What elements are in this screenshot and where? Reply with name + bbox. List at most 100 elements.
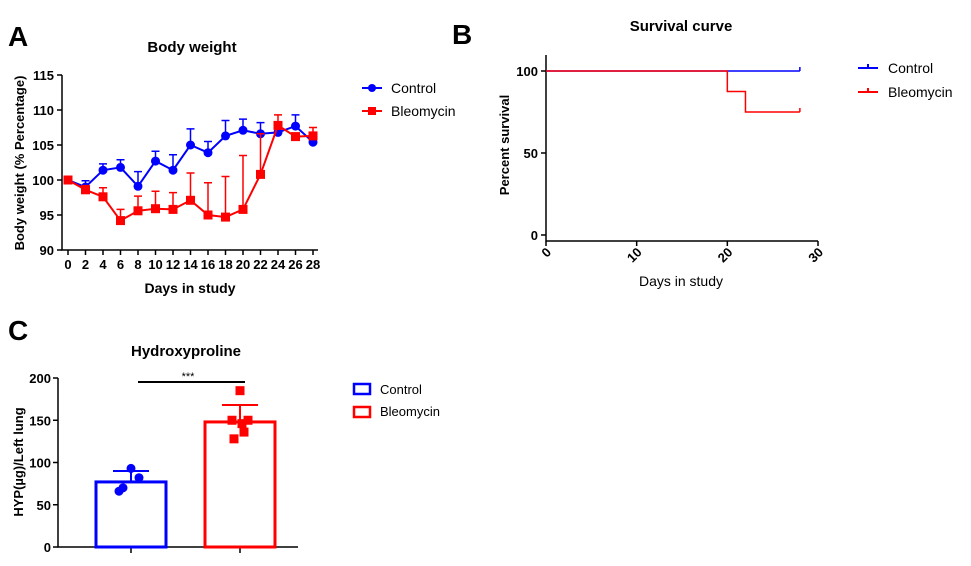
y-tick-label: 100 bbox=[29, 456, 51, 471]
x-tick-label: 2 bbox=[82, 257, 89, 272]
y-tick-label: 105 bbox=[32, 138, 54, 153]
y-tick-label: 90 bbox=[40, 243, 54, 258]
bleomycin-point bbox=[243, 415, 253, 425]
bleomycin-point bbox=[273, 120, 283, 130]
control-point bbox=[98, 165, 108, 175]
legend-c-control-swatch bbox=[352, 382, 372, 396]
legend-a-bleomycin-marker bbox=[368, 107, 376, 115]
panel-letter-c: C bbox=[8, 315, 28, 346]
control-point bbox=[238, 125, 248, 135]
bleomycin-point bbox=[98, 192, 108, 202]
legend-c-bleomycin-swatch bbox=[352, 405, 372, 419]
chart-c-axes bbox=[57, 378, 298, 548]
bleomycin-bar bbox=[203, 420, 277, 549]
control-point bbox=[291, 121, 300, 131]
x-tick-label: 0 bbox=[64, 257, 71, 272]
x-tick-label: 28 bbox=[306, 257, 320, 272]
bleomycin-error-bar bbox=[239, 154, 247, 210]
x-tick-label: 10 bbox=[624, 245, 645, 266]
legend-c-control: Control bbox=[380, 382, 422, 397]
bleomycin-point bbox=[186, 195, 195, 205]
legend-c-bleomycin: Bleomycin bbox=[380, 404, 440, 419]
bleomycin-point bbox=[63, 175, 73, 185]
bleomycin-point bbox=[239, 427, 249, 437]
chart-a-axes bbox=[61, 75, 318, 251]
bleomycin-point bbox=[81, 185, 90, 195]
chart-c-significance: *** bbox=[182, 371, 196, 383]
y-tick-label: 0 bbox=[44, 540, 51, 555]
x-tick-label: 6 bbox=[117, 257, 124, 272]
bleomycin-point bbox=[291, 132, 300, 142]
chart-c: 0 50 100 150 200 bbox=[29, 371, 298, 555]
control-bar bbox=[94, 480, 168, 549]
control-point bbox=[203, 148, 213, 158]
y-tick-label: 110 bbox=[33, 103, 54, 118]
bleomycin-point bbox=[168, 204, 178, 214]
y-tick-label: 115 bbox=[33, 68, 54, 83]
control-point bbox=[151, 156, 160, 166]
bleomycin-point bbox=[238, 204, 248, 214]
bleomycin-error-bar bbox=[256, 133, 265, 175]
y-tick-label: 100 bbox=[516, 64, 538, 79]
control-point bbox=[114, 486, 124, 496]
x-tick-label: 24 bbox=[271, 257, 286, 272]
x-tick-label: 8 bbox=[134, 257, 141, 272]
x-tick-label: 30 bbox=[805, 245, 826, 266]
bleomycin-point bbox=[229, 434, 239, 444]
y-tick-label: 95 bbox=[40, 208, 54, 223]
chart-c-title: Hydroxyproline bbox=[131, 343, 241, 360]
bleomycin-error-bar bbox=[222, 404, 258, 422]
legend-c: Control Bleomycin bbox=[352, 382, 440, 419]
x-tick-label: 10 bbox=[148, 257, 162, 272]
x-tick-label: 14 bbox=[183, 257, 198, 272]
chart-b-title: Survival curve bbox=[630, 18, 733, 35]
legend-b: Control Bleomycin bbox=[858, 60, 953, 100]
legend-a-control: Control bbox=[391, 80, 436, 96]
bleomycin-point bbox=[151, 204, 160, 214]
chart-b-ylabel: Percent survival bbox=[497, 95, 512, 195]
legend-a-control-marker bbox=[368, 84, 376, 92]
bleomycin-point bbox=[235, 386, 245, 396]
y-tick-label: 50 bbox=[524, 146, 538, 161]
bleomycin-error-bar bbox=[204, 182, 212, 215]
x-tick-label: 22 bbox=[253, 257, 267, 272]
bleomycin-error-bar bbox=[221, 175, 230, 218]
legend-a: Control Bleomycin bbox=[362, 80, 456, 119]
x-tick-label: 18 bbox=[218, 257, 232, 272]
control-point bbox=[126, 463, 136, 473]
x-tick-label: 16 bbox=[201, 257, 215, 272]
bleomycin-point bbox=[256, 169, 265, 179]
x-tick-label: 20 bbox=[236, 257, 250, 272]
control-point bbox=[168, 165, 178, 175]
panel-letter-b: B bbox=[452, 19, 472, 50]
panel-letter-a: A bbox=[8, 21, 28, 52]
y-tick-label: 150 bbox=[29, 413, 51, 428]
y-tick-label: 50 bbox=[37, 498, 51, 513]
chart-b-axes bbox=[545, 55, 818, 242]
control-point bbox=[133, 181, 143, 191]
bleomycin-point bbox=[237, 419, 247, 429]
bleomycin-point bbox=[116, 216, 125, 226]
control-point bbox=[186, 140, 195, 150]
legend-b-bleomycin: Bleomycin bbox=[888, 84, 953, 100]
y-tick-label: 0 bbox=[531, 228, 538, 243]
control-point bbox=[134, 473, 144, 483]
chart-b-xlabel: Days in study bbox=[639, 273, 723, 289]
control-point bbox=[221, 131, 230, 141]
x-tick-label: 4 bbox=[99, 257, 107, 272]
y-tick-label: 100 bbox=[32, 173, 54, 188]
legend-b-control: Control bbox=[888, 60, 933, 76]
bleomycin-error-bar bbox=[186, 172, 195, 201]
bleomycin-point bbox=[133, 206, 143, 216]
y-tick-label: 200 bbox=[29, 371, 51, 386]
bleomycin-point bbox=[203, 210, 213, 220]
bleomycin-point bbox=[221, 212, 230, 222]
x-tick-label: 0 bbox=[538, 245, 554, 261]
bleomycin-point bbox=[227, 415, 237, 425]
bleomycin-survival-line bbox=[546, 70, 800, 113]
x-tick-label: 12 bbox=[166, 257, 180, 272]
chart-a-title: Body weight bbox=[147, 39, 236, 56]
x-tick-label: 26 bbox=[288, 257, 302, 272]
